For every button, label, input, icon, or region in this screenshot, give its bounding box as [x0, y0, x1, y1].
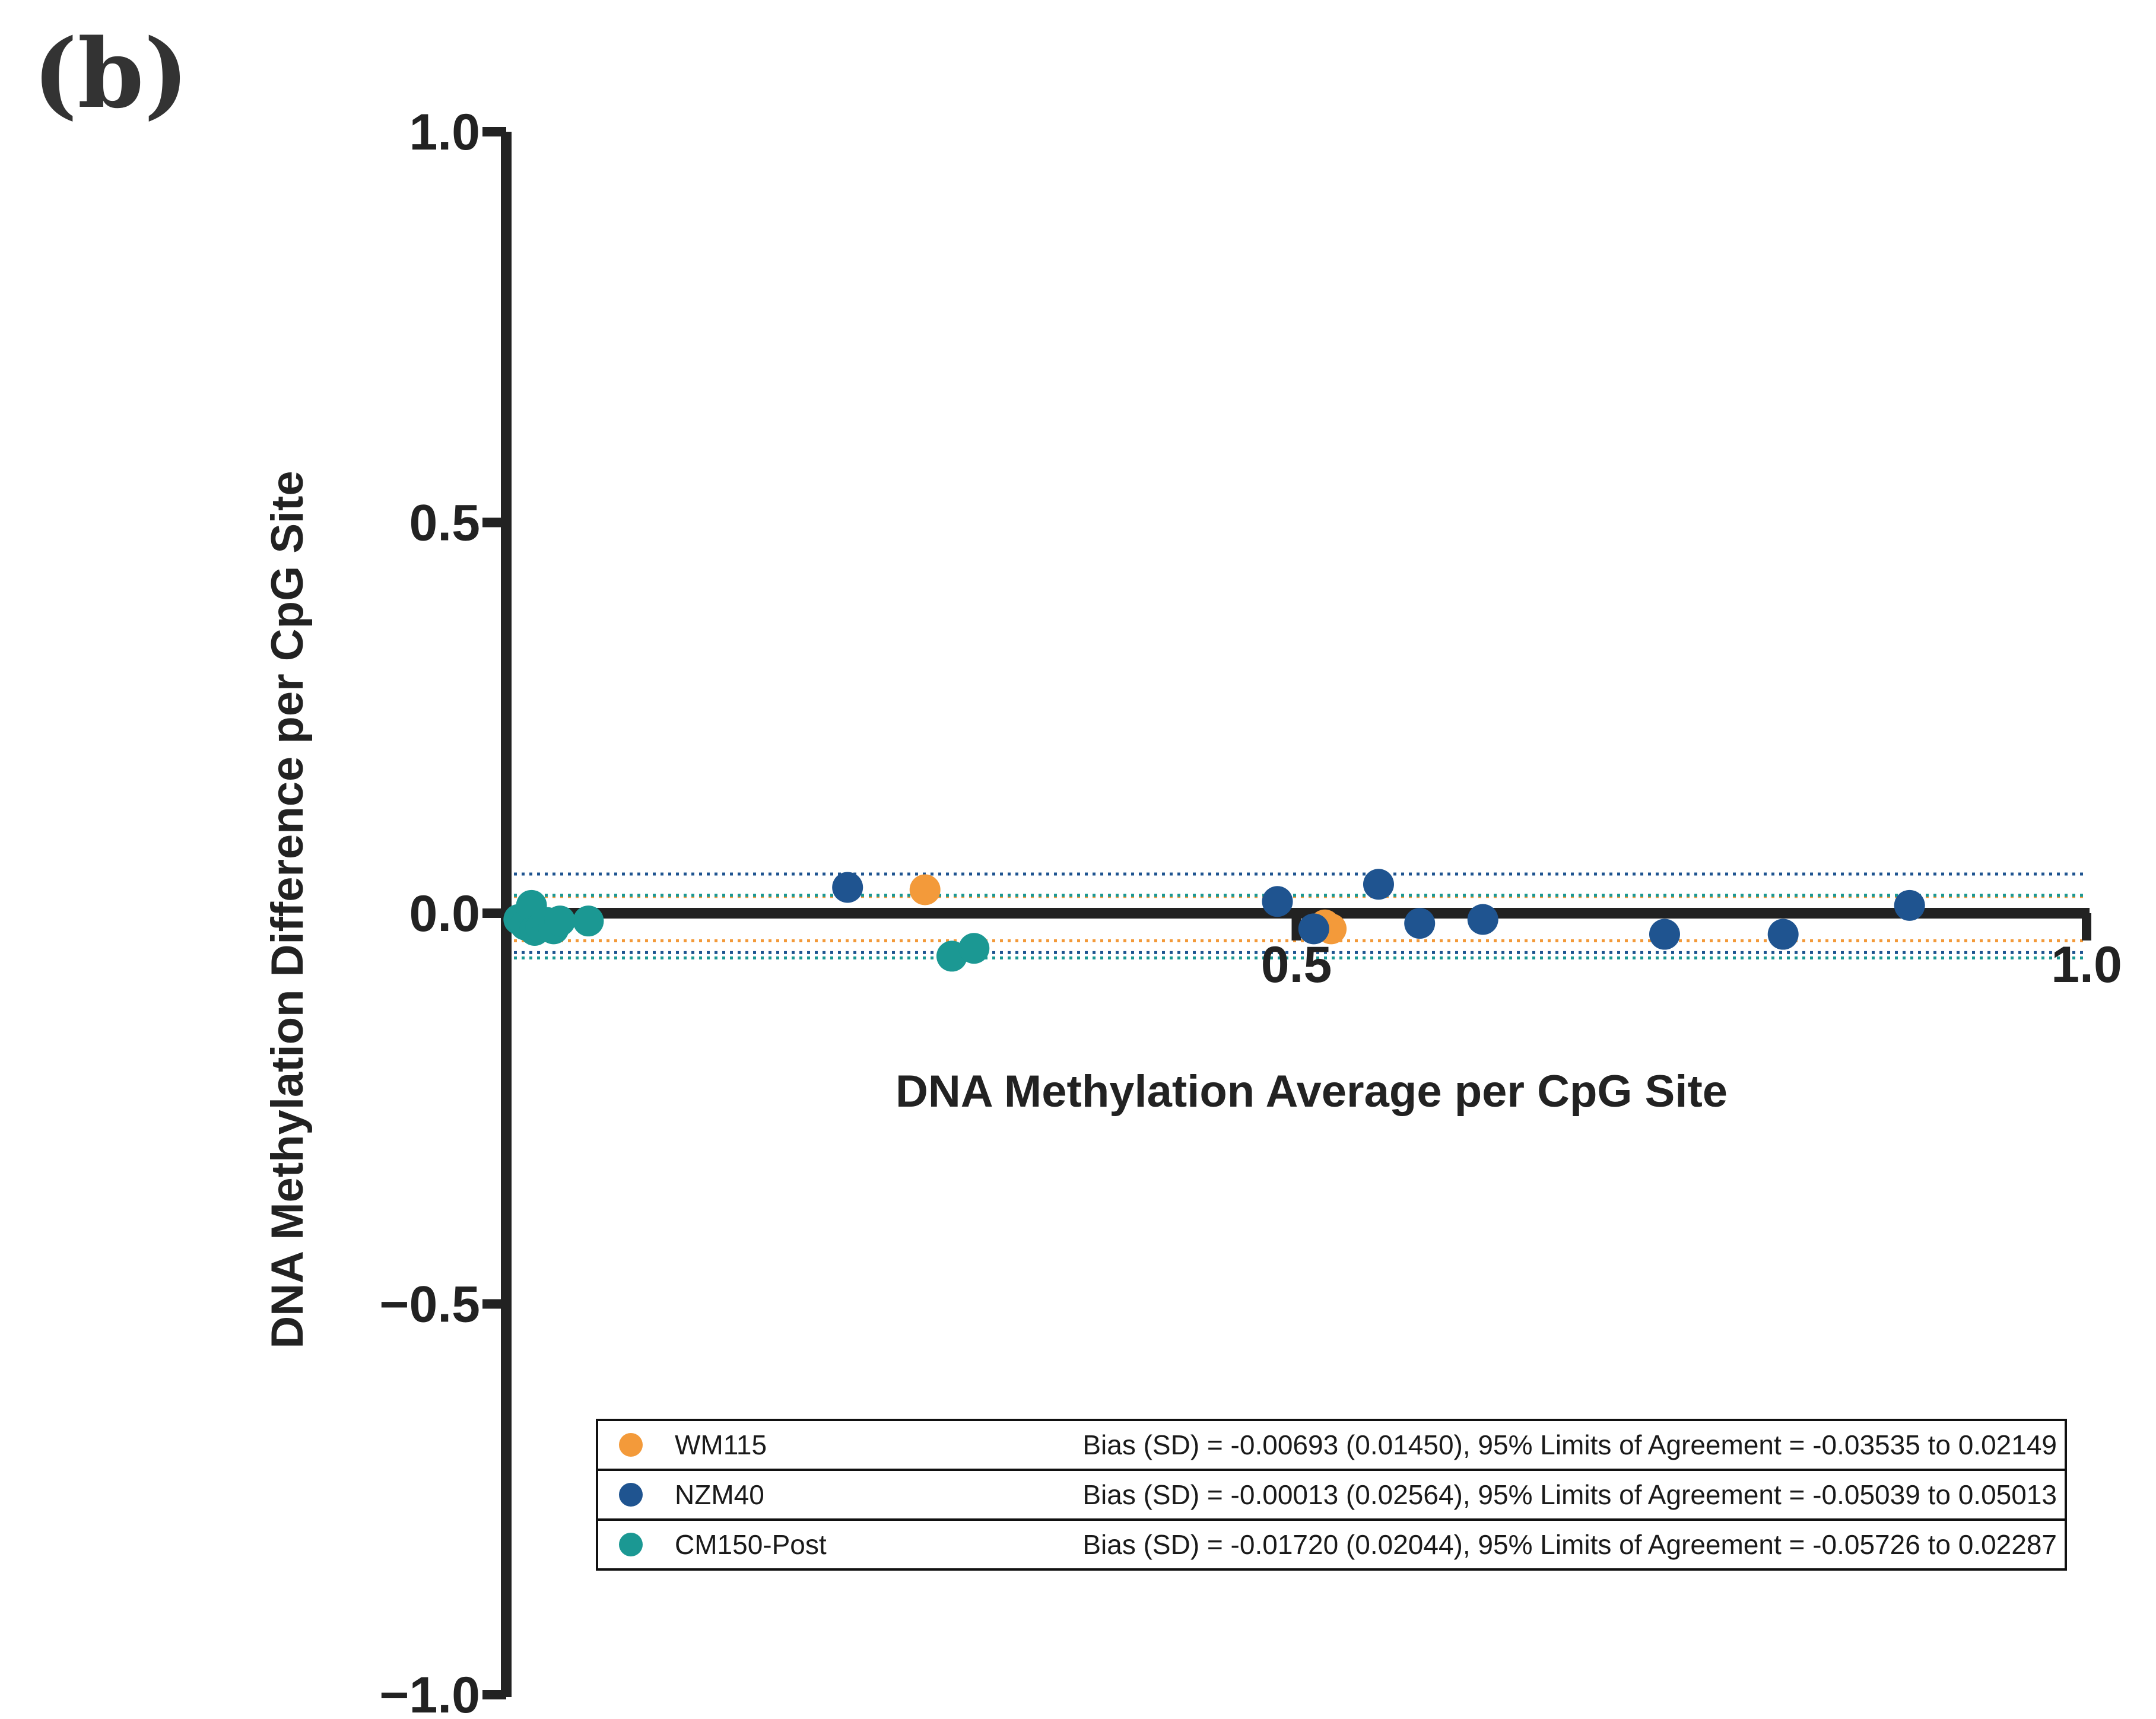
x-axis-ticks: 0.5 1.0 — [1261, 913, 2122, 993]
cm150-post-point — [544, 905, 576, 937]
panel-label: (b) — [33, 18, 189, 129]
cm150-post-point — [958, 933, 990, 964]
legend-marker-nzm40 — [619, 1483, 643, 1507]
y-tick-label: −1.0 — [379, 1667, 480, 1719]
legend-row-nzm40 — [596, 1469, 2067, 1521]
nzm40-point — [832, 872, 863, 903]
nzm40-point — [1894, 889, 1925, 921]
legend-bias-cm150-post: Bias (SD) = -0.01720 (0.02044), 95% Limi… — [1082, 1529, 2057, 1560]
y-axis-ticks: 1.0 0.5 0.0 −0.5 −1.0 — [379, 104, 506, 1719]
data-points — [503, 869, 1925, 972]
nzm40-point — [1649, 919, 1680, 950]
nzm40-point — [1298, 913, 1329, 945]
legend-bias-nzm40: Bias (SD) = -0.00013 (0.02564), 95% Limi… — [1082, 1479, 2057, 1510]
nzm40-point — [1767, 919, 1799, 950]
legend-row-wm115 — [596, 1419, 2067, 1471]
y-tick-label: 0.5 — [409, 495, 480, 552]
legend-name-nzm40: NZM40 — [675, 1479, 764, 1510]
x-axis-title: DNA Methylation Average per CpG Site — [896, 1066, 1728, 1117]
y-tick-label: −0.5 — [379, 1276, 480, 1333]
legend-marker-cm150-post — [619, 1533, 643, 1556]
x-tick-label: 0.5 — [1261, 936, 1332, 993]
y-tick-label: 0.0 — [409, 885, 480, 942]
nzm40-point — [1262, 886, 1293, 917]
legend-row-cm150-post — [596, 1518, 2067, 1571]
legend-name-cm150-post: CM150-Post — [675, 1529, 827, 1560]
y-tick-label: 1.0 — [409, 104, 480, 161]
nzm40-point — [1404, 908, 1436, 939]
nzm40-point — [1467, 904, 1498, 935]
legend-marker-wm115 — [619, 1433, 643, 1457]
wm115-point — [909, 874, 941, 905]
nzm40-point — [1363, 869, 1394, 900]
legend-name-wm115: WM115 — [675, 1429, 767, 1460]
limits-of-agreement-lines — [506, 872, 2084, 959]
legend: WM115 Bias (SD) = -0.00693 (0.01450), 95%… — [596, 1419, 2067, 1571]
cm150-post-point — [573, 905, 604, 937]
x-tick-label: 1.0 — [2051, 936, 2122, 993]
y-axis-title: DNA Methylation Difference per CpG Site — [262, 471, 313, 1348]
legend-bias-wm115: Bias (SD) = -0.00693 (0.01450), 95% Limi… — [1082, 1429, 2057, 1460]
